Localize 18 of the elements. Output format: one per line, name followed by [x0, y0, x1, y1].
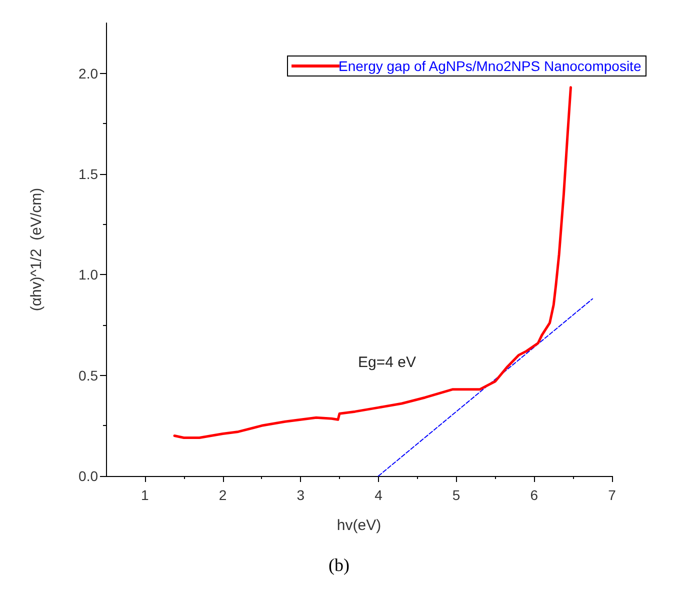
text: (b) [328, 555, 350, 575]
x-tick-label: 5 [452, 487, 460, 503]
legend-label: Energy gap of AgNPs/Mno2NPS Nanocomposite [338, 58, 642, 74]
x-tick-label: 7 [608, 487, 616, 503]
y-tick-label: 2.0 [78, 65, 98, 82]
y-axis-title: (αhv)^1/2 (eV/cm) [28, 188, 45, 312]
x-tick-label: 3 [296, 487, 305, 503]
x-tick-label: 4 [374, 487, 383, 503]
x-tick-label: 2 [218, 487, 227, 503]
y-tick-label: 0.0 [78, 468, 98, 484]
y-tick-label: 1.5 [78, 166, 98, 182]
y-tick-label: 0.5 [78, 367, 98, 384]
x-axis-title: hv(eV) [336, 517, 382, 534]
x-tick-label: 6 [530, 487, 538, 503]
line-series [173, 86, 572, 439]
y-tick-label: 1.0 [78, 266, 98, 283]
x-tick-label: 1 [141, 487, 150, 503]
annotation: Eg=4 eV [358, 354, 416, 371]
